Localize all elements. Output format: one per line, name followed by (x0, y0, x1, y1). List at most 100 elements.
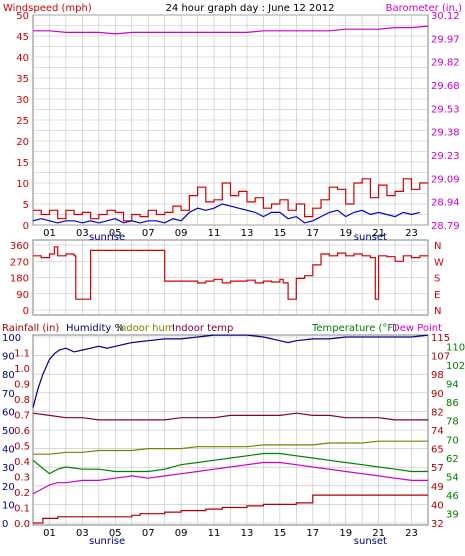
temperature-tick-label: 90 (431, 389, 444, 400)
temperature-tick-label: 107 (431, 352, 450, 363)
series-line-barometer (33, 25, 429, 35)
direction-panel-series (33, 246, 428, 300)
rainfall-axis-label: Rainfall (in) (2, 323, 59, 334)
barometer-axis-label: Barometer (in.) (386, 3, 462, 14)
humidity-tick-label: 30 (2, 463, 15, 474)
x-tick-label: 09 (175, 228, 188, 239)
temperature-tick-label: 32 (431, 519, 444, 530)
rainfall-tick-label: 0.9 (14, 380, 30, 391)
x-tick-label: 23 (405, 528, 418, 539)
compass-tick-label: N (434, 241, 441, 252)
x-tick-label: 05 (109, 228, 122, 239)
windspeed-axis-label: Windspeed (mph) (3, 3, 92, 14)
y-tick-label: 0 (23, 306, 29, 317)
dew-point-legend-label: Dew Point (392, 323, 442, 334)
x-tick-label: 17 (306, 528, 319, 539)
y-tick-label: 35 (16, 74, 29, 85)
temperature-tick-label: 49 (431, 482, 444, 493)
humidity-tick-label: 0 (2, 519, 8, 530)
x-tick-label: 05 (109, 528, 122, 539)
x-annotation-label: sunset (354, 536, 387, 547)
y2-tick-label: 29.53 (431, 104, 460, 115)
temperature-tick-label: 110 (446, 342, 465, 353)
temperature-tick-label: 70 (446, 435, 459, 446)
y-tick-label: 45 (16, 32, 29, 43)
y-tick-label: 15 (16, 158, 29, 169)
series-line-indoor-temp (32, 412, 428, 421)
y-tick-label: 30 (16, 95, 29, 106)
y2-tick-label: 29.97 (431, 34, 460, 45)
humidity-tick-label: 80 (2, 370, 15, 381)
y-tick-label: 40 (16, 53, 29, 64)
humidity-tick-label: 60 (2, 407, 15, 418)
x-tick-label: 11 (208, 228, 221, 239)
temperature-tick-label: 46 (446, 491, 459, 502)
temperature-tick-label: 98 (431, 370, 444, 381)
rainfall-tick-label: 0.6 (14, 426, 30, 437)
rainfall-tick-label: 0.3 (14, 473, 30, 484)
x-tick-label: 13 (241, 228, 254, 239)
x-tick-label: 17 (306, 228, 319, 239)
x-annotation-label: sunrise (89, 536, 125, 547)
temperature-tick-label: 115 (431, 333, 450, 344)
series-line-humidity- (32, 334, 429, 408)
temperature-tick-label: 102 (446, 361, 465, 372)
temperature-tick-label: 86 (446, 398, 459, 409)
humidity-tick-label: 50 (2, 426, 15, 437)
x-tick-label: 03 (76, 228, 89, 239)
wind-panel-tick-labels: 0510152025303540455028.7928.9429.0929.23… (16, 11, 459, 243)
temperature-axis-label: Temperature (°F) (311, 323, 397, 334)
temperature-tick-label: 39 (446, 510, 459, 521)
rainfall-tick-label: 0.5 (14, 442, 30, 453)
y-tick-label: 20 (16, 137, 29, 148)
y2-tick-label: 30.12 (431, 11, 460, 22)
temp-panel-tick-labels: 01020304050607080901000.00.10.20.30.40.5… (2, 333, 465, 547)
rainfall-tick-label: 0.2 (14, 488, 30, 499)
rainfall-tick-label: 0.1 (14, 504, 30, 515)
wind-panel-series (32, 25, 429, 224)
x-tick-label: 11 (208, 528, 221, 539)
rainfall-tick-label: 1.0 (14, 364, 30, 375)
indoor-temp-legend-label: Indoor temp (172, 323, 233, 334)
y2-tick-label: 29.68 (431, 81, 460, 92)
y-tick-label: 10 (16, 179, 29, 190)
rainfall-tick-label: 0.7 (14, 411, 30, 422)
y2-tick-label: 29.82 (431, 58, 460, 69)
humidity-tick-label: 90 (2, 352, 15, 363)
x-tick-label: 03 (76, 528, 89, 539)
indoor-hum-legend-label: Indoor hum (117, 323, 175, 334)
compass-tick-label: W (434, 257, 444, 268)
x-tick-label: 15 (274, 228, 287, 239)
temperature-tick-label: 62 (446, 454, 459, 465)
x-tick-label: 19 (339, 528, 352, 539)
y2-tick-label: 28.79 (431, 221, 460, 232)
humidity-tick-label: 10 (2, 500, 15, 511)
series-line-windspeed-avg (32, 203, 420, 224)
wind-panel-grid (33, 14, 428, 226)
x-tick-label: 13 (241, 528, 254, 539)
temperature-tick-label: 65 (431, 445, 444, 456)
y2-tick-label: 28.94 (431, 198, 460, 209)
direction-panel-grid (33, 240, 428, 315)
y-tick-label: 50 (16, 11, 29, 22)
y-tick-label: 360 (10, 241, 29, 252)
series-line-wind-direction (33, 246, 428, 300)
compass-tick-label: E (434, 290, 440, 301)
humidity-legend-label: Humidity % (66, 323, 124, 334)
x-tick-label: 19 (339, 228, 352, 239)
temperature-tick-label: 78 (446, 417, 459, 428)
y-tick-label: 180 (10, 274, 29, 285)
temperature-tick-label: 94 (446, 380, 459, 391)
y2-tick-label: 29.23 (431, 151, 460, 162)
x-tick-label: 15 (274, 528, 287, 539)
series-line-indoor-hum (33, 440, 428, 455)
x-tick-label: 01 (43, 528, 56, 539)
y-tick-label: 270 (10, 257, 29, 268)
y-tick-label: 25 (16, 116, 29, 127)
series-line-dew-point (32, 461, 428, 495)
temperature-tick-label: 54 (446, 473, 459, 484)
humidity-tick-label: 70 (2, 389, 15, 400)
compass-tick-label: S (434, 274, 440, 285)
temperature-tick-label: 74 (431, 426, 444, 437)
